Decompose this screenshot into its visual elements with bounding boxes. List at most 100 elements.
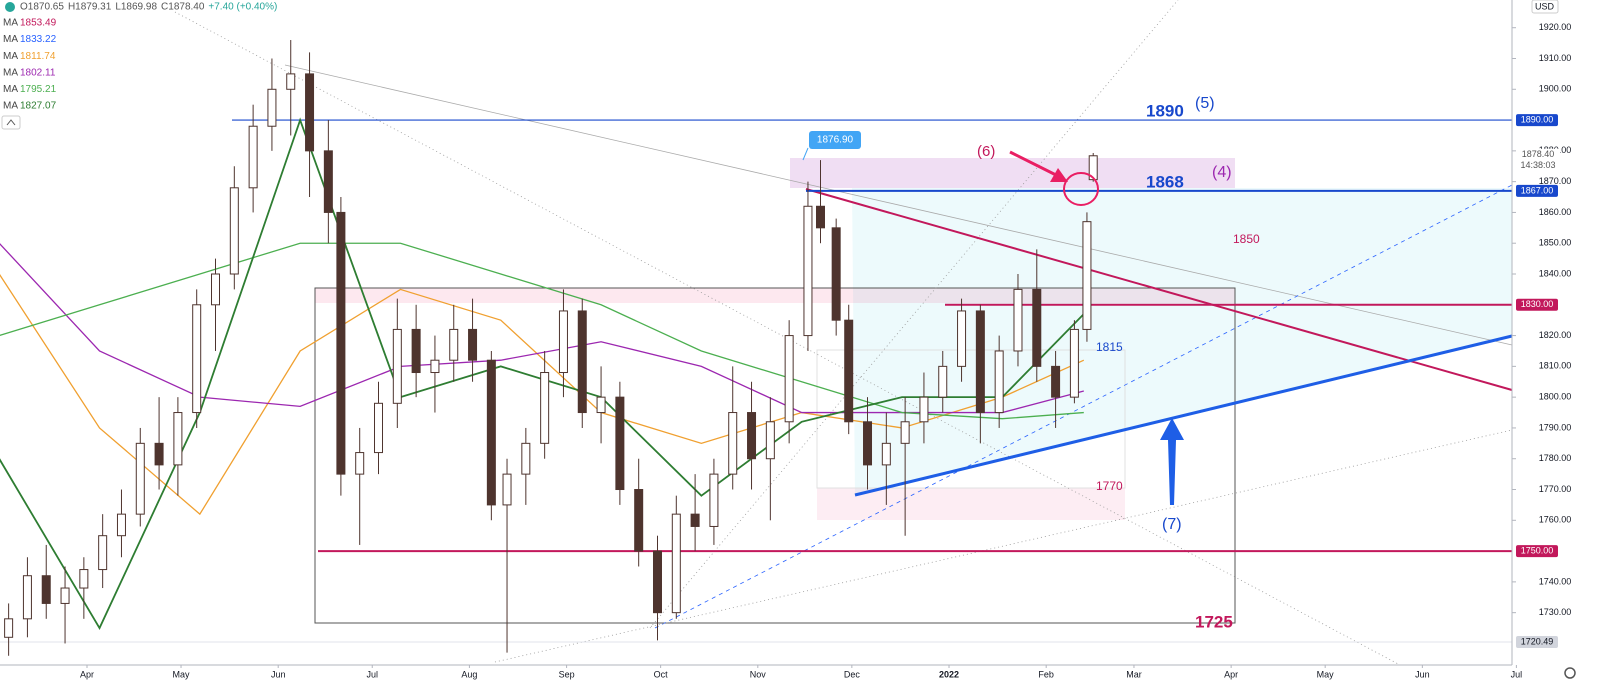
annotation: (5) (1195, 95, 1215, 112)
candle-body (411, 328, 421, 374)
ma-name: MA (3, 67, 18, 78)
candle-body (22, 575, 32, 620)
x-tick-label: Jul (366, 669, 378, 679)
y-tick-label: 1780.00 (1539, 453, 1572, 463)
candle-body (1013, 288, 1023, 352)
box (314, 287, 1236, 624)
candle-body (765, 421, 775, 460)
candle-body (60, 587, 70, 604)
trend-line (854, 334, 1513, 497)
annotations: 1890 (5) (6) 1868 (4) 1850 1815 1770 (7)… (802, 95, 1260, 631)
candle-body (323, 150, 333, 213)
x-tick-label: May (1317, 669, 1335, 679)
candle-body (784, 335, 794, 423)
annotation: 1725 (1195, 612, 1233, 631)
candle-body (116, 513, 126, 537)
candle-body (540, 372, 550, 444)
candle-body (374, 402, 384, 454)
ma-line (0, 274, 1085, 516)
candle-body (154, 442, 164, 466)
ohlc-value: H1879.31 (68, 2, 112, 13)
arrow (1009, 150, 1059, 178)
x-tick-label: Dec (844, 669, 861, 679)
price-label-bg (1516, 184, 1558, 197)
candle-body (671, 513, 681, 614)
ma-line (0, 243, 1084, 414)
y-tick-label: 1900.00 (1539, 84, 1572, 94)
x-tick-label: Mar (1126, 669, 1142, 679)
callout-pointer (802, 147, 809, 161)
candle-body (900, 421, 910, 444)
x-tick-label: Feb (1038, 669, 1054, 679)
y-tick-label: 1920.00 (1539, 22, 1572, 32)
candle-body (430, 359, 440, 374)
ma-value: 1833.22 (20, 34, 57, 45)
trend-line (494, 429, 1513, 663)
ma-line (0, 117, 1085, 630)
countdown: 14:38:03 (1520, 160, 1555, 170)
ma-name: MA (3, 101, 18, 112)
y-tick-label: 1910.00 (1539, 53, 1572, 63)
candle-body (881, 442, 891, 466)
candle-body (919, 396, 929, 423)
candle-body (173, 412, 183, 466)
price-axis: USD (1511, 0, 1600, 693)
price-label: 1750.00 (1521, 545, 1554, 555)
candle-body (1032, 288, 1042, 367)
candle-body (690, 513, 700, 527)
settings-icon[interactable] (1564, 667, 1576, 679)
candle-body (596, 396, 606, 414)
candles (4, 40, 1098, 656)
candle-body (521, 442, 531, 475)
ohlc-value: +7.40 (+0.40%) (208, 2, 277, 13)
candle-body (1088, 155, 1098, 181)
candle-body (957, 310, 967, 367)
y-tick-label: 1810.00 (1539, 361, 1572, 371)
candle-body (634, 489, 644, 552)
trend-line (805, 188, 1513, 391)
circle (1063, 172, 1099, 206)
collapse-button[interactable] (1, 115, 21, 130)
candle-body (652, 550, 662, 614)
candle-body (615, 396, 625, 491)
y-tick-label: 1760.00 (1539, 515, 1572, 525)
candle-body (392, 328, 402, 404)
x-tick-label: Apr (80, 669, 94, 679)
x-ticks: Apr May Jun Jul Aug Sep Oct Nov Dec 2022 Feb Mar Apr… (80, 665, 1522, 679)
last-price: 1878.40 (1522, 149, 1555, 159)
annotation: 1890 (1146, 101, 1184, 120)
ma-name: MA (3, 34, 18, 45)
candle-body (41, 575, 51, 604)
x-tick-label: 2022 (939, 669, 959, 679)
candle-body (449, 328, 459, 361)
ma-line (0, 242, 1084, 420)
axis-bg (0, 665, 1600, 693)
candle-body (486, 359, 496, 506)
y-tick-label: 1870.00 (1539, 176, 1572, 186)
collapse-icon (6, 119, 16, 126)
ohlc-value: O1870.65 (20, 2, 64, 13)
candle-body (468, 328, 478, 361)
arrow (1160, 418, 1184, 505)
candle-body (938, 365, 948, 398)
ma-name: MA (3, 84, 18, 95)
candle-body (336, 211, 346, 475)
annotation: 1868 (1146, 172, 1184, 191)
ma-value: 1811.74 (20, 51, 56, 62)
candle-body (709, 473, 719, 527)
price-label: 1830.00 (1521, 299, 1554, 309)
trend-line (654, 184, 1513, 629)
currency-button[interactable] (1531, 0, 1559, 14)
annotation: 1850 (1233, 232, 1260, 246)
candle-body (248, 125, 258, 189)
zone (790, 158, 1235, 188)
candle-body (135, 442, 145, 515)
price-label: 1890.00 (1521, 114, 1554, 124)
price-label: 1867.00 (1521, 185, 1554, 195)
ma-name: MA (3, 18, 18, 29)
candle-body (355, 452, 365, 475)
y-tick-label: 1820.00 (1539, 330, 1572, 340)
candle-body (994, 350, 1004, 414)
y-tick-label: 1860.00 (1539, 207, 1572, 217)
